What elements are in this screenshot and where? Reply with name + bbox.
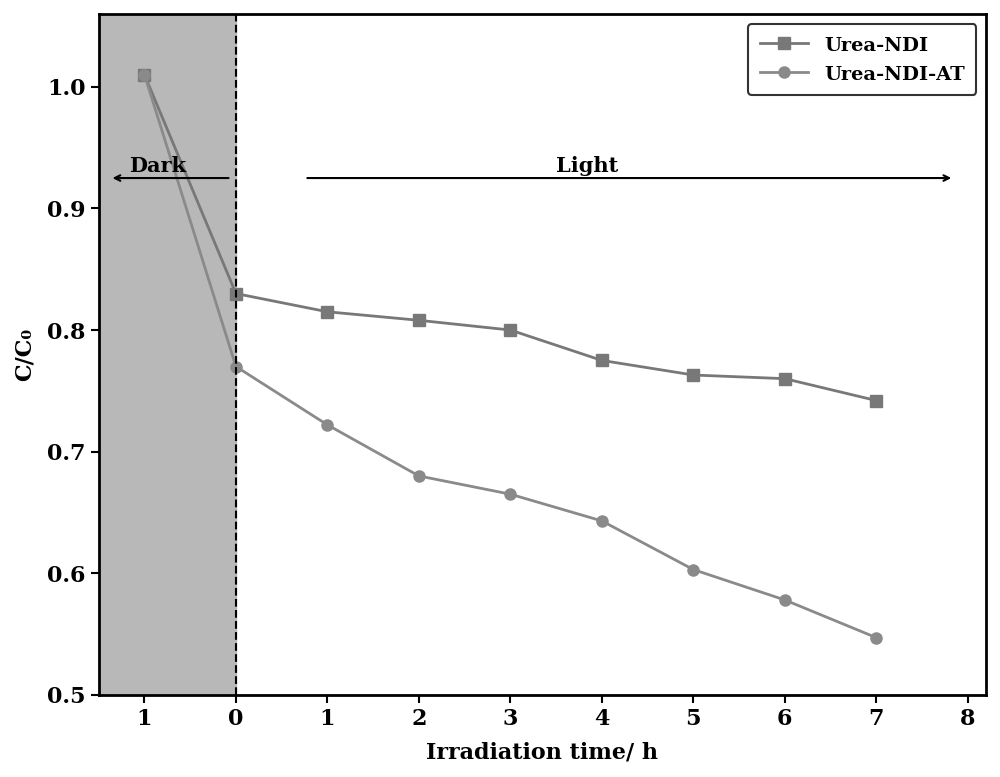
Bar [99, 14, 236, 695]
Urea-NDI [596, 356, 608, 365]
Urea-NDI-AT [504, 490, 516, 499]
Urea-NDI-AT [779, 595, 791, 605]
Urea-NDI [321, 307, 333, 316]
Urea-NDI-AT [870, 633, 882, 643]
Legend: Urea-NDI, Urea-NDI-AT: Urea-NDI, Urea-NDI-AT [748, 23, 976, 96]
Urea-NDI [230, 289, 242, 298]
Line: Urea-NDI: Urea-NDI [139, 69, 882, 406]
Urea-NDI-AT [596, 516, 608, 525]
Urea-NDI [138, 70, 150, 79]
Y-axis label: C/C₀: C/C₀ [14, 328, 36, 381]
X-axis label: Irradiation time/ h: Irradiation time/ h [426, 741, 658, 763]
Urea-NDI-AT [321, 420, 333, 430]
Urea-NDI-AT [138, 70, 150, 79]
Urea-NDI-AT [687, 565, 699, 574]
Text: Dark: Dark [129, 155, 186, 176]
Urea-NDI [504, 326, 516, 335]
Urea-NDI [687, 371, 699, 380]
Urea-NDI-AT [230, 362, 242, 371]
Urea-NDI [779, 374, 791, 383]
Urea-NDI [870, 396, 882, 406]
Urea-NDI [413, 315, 425, 325]
Text: Light: Light [556, 155, 618, 176]
Urea-NDI-AT [413, 472, 425, 481]
Line: Urea-NDI-AT: Urea-NDI-AT [139, 69, 882, 643]
